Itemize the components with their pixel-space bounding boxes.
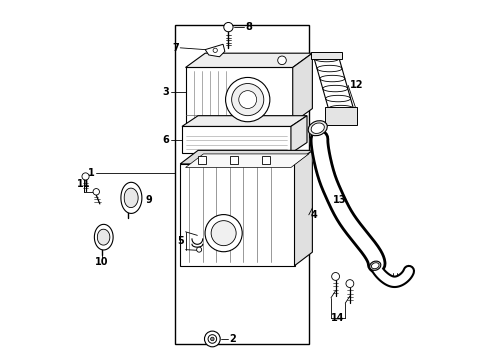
Text: 11: 11 <box>77 179 90 189</box>
Text: 8: 8 <box>244 22 252 32</box>
Polygon shape <box>185 154 308 167</box>
Text: 12: 12 <box>349 80 363 90</box>
Circle shape <box>331 273 339 280</box>
Circle shape <box>204 331 220 347</box>
Polygon shape <box>292 53 312 123</box>
Circle shape <box>93 189 99 195</box>
Circle shape <box>224 22 233 32</box>
Circle shape <box>82 173 89 180</box>
Polygon shape <box>121 182 142 213</box>
Text: 9: 9 <box>145 195 152 204</box>
Polygon shape <box>94 224 113 250</box>
Text: 3: 3 <box>163 87 169 98</box>
Polygon shape <box>182 126 290 153</box>
Ellipse shape <box>371 263 378 269</box>
Polygon shape <box>97 229 110 245</box>
Bar <box>198 156 205 164</box>
Text: 5: 5 <box>177 236 183 246</box>
Bar <box>230 156 238 164</box>
Circle shape <box>196 247 201 252</box>
Text: 4: 4 <box>310 210 317 220</box>
Circle shape <box>277 56 285 64</box>
Ellipse shape <box>307 121 326 136</box>
Polygon shape <box>185 53 312 67</box>
Polygon shape <box>124 188 138 208</box>
Polygon shape <box>180 150 312 164</box>
Circle shape <box>207 335 216 343</box>
Circle shape <box>210 337 214 341</box>
Ellipse shape <box>369 261 380 270</box>
Circle shape <box>213 48 217 53</box>
Bar <box>324 108 356 125</box>
Circle shape <box>231 84 263 116</box>
Polygon shape <box>180 164 294 266</box>
Text: 2: 2 <box>229 334 235 344</box>
Polygon shape <box>294 150 312 266</box>
Circle shape <box>211 221 236 246</box>
Text: 7: 7 <box>172 43 179 53</box>
Ellipse shape <box>310 123 324 134</box>
Text: 10: 10 <box>95 257 108 267</box>
Text: 14: 14 <box>331 312 344 323</box>
Bar <box>175 24 308 344</box>
Circle shape <box>345 280 353 288</box>
Circle shape <box>238 91 256 108</box>
Text: 1: 1 <box>87 168 94 178</box>
Polygon shape <box>205 44 224 57</box>
Polygon shape <box>182 116 306 126</box>
Polygon shape <box>290 116 306 153</box>
Bar <box>262 156 270 164</box>
Bar <box>311 52 341 59</box>
Text: 13: 13 <box>332 195 346 204</box>
Circle shape <box>225 77 269 122</box>
Text: 6: 6 <box>163 135 169 145</box>
Circle shape <box>204 215 242 252</box>
Polygon shape <box>185 67 292 123</box>
